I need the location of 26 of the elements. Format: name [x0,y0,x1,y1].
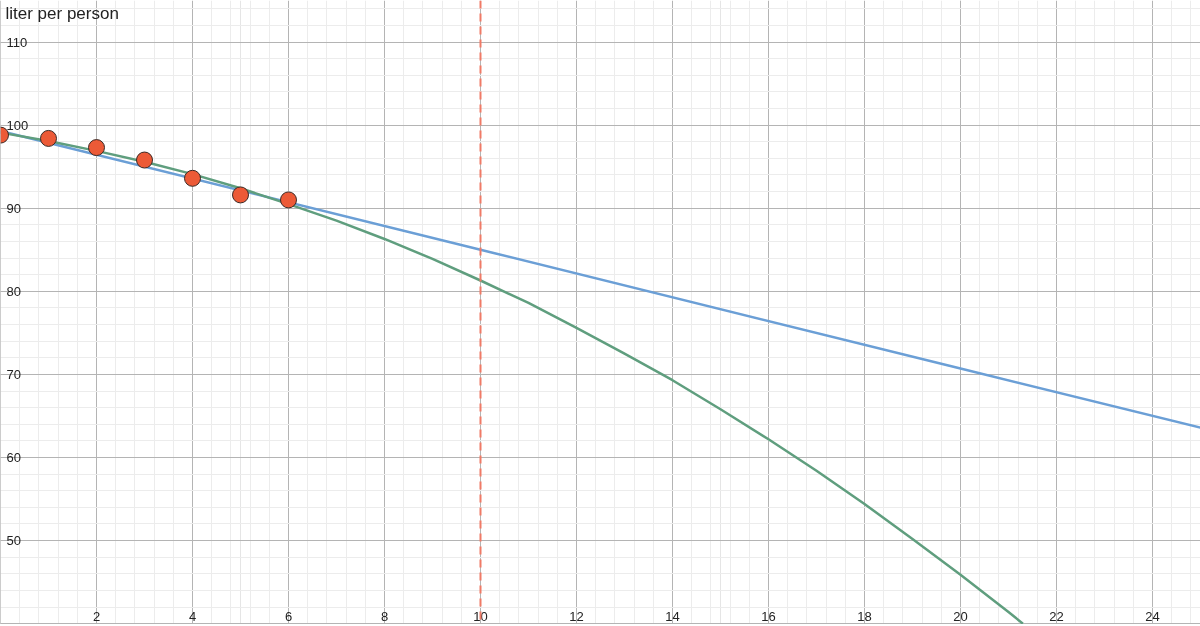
x-tick-label: 4 [188,608,197,624]
y-axis-title: liter per person [5,3,119,23]
y-tick-label: 80 [6,283,21,299]
x-tick-label: 24 [1145,608,1160,624]
point [232,186,249,204]
y-tick-label: 50 [6,533,21,549]
x-tick-label: 12 [569,608,584,624]
point [40,129,57,147]
point [136,151,153,169]
y-tick-label: 90 [6,200,21,216]
x-tick-label: 22 [1049,608,1064,624]
point [88,139,105,157]
x-tick-label: 14 [665,608,680,624]
y-tick-label: 110 [6,34,28,50]
x-tick-label: 16 [761,608,776,624]
point [280,191,297,209]
x-tick-label: 18 [857,608,872,624]
x-tick-label: 6 [284,608,293,624]
y-tick-label: 100 [6,117,29,133]
x-tick-label: 20 [953,608,968,624]
x-tick-label: 2 [92,608,101,624]
x-tick-label: 8 [380,608,389,624]
point [184,169,201,187]
y-tick-label: 70 [6,366,21,382]
x-tick-label: 10 [473,608,488,624]
y-tick-label: 60 [6,449,21,465]
